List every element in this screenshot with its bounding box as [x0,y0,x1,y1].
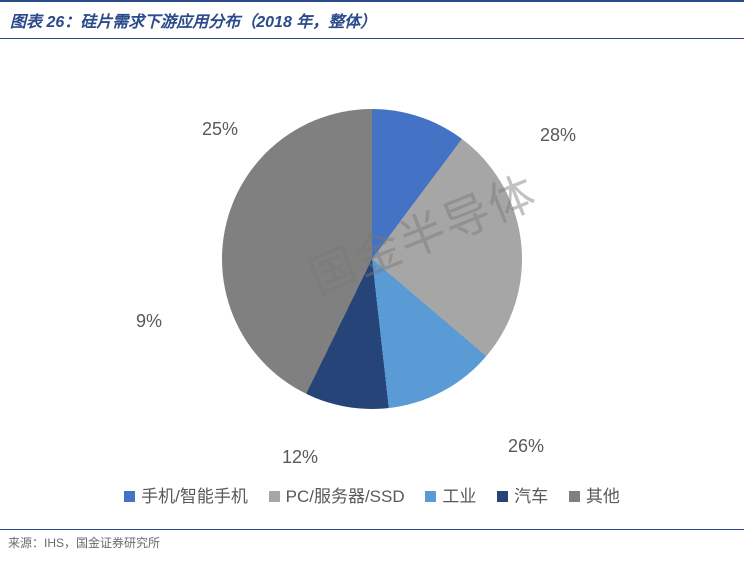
legend: 手机/智能手机 PC/服务器/SSD 工业 汽车 其他 [0,482,744,507]
legend-label-2: 工业 [442,487,476,506]
legend-label-1: PC/服务器/SSD [286,487,405,506]
legend-swatch-1 [269,491,280,502]
legend-label-4: 其他 [586,487,620,506]
legend-label-0: 手机/智能手机 [141,487,248,506]
title-bar: 图表 26：硅片需求下游应用分布（2018 年，整体） [0,0,744,39]
slice-label-2: 12% [282,447,318,468]
slice-label-1: 26% [508,436,544,457]
chart-area: 28% 26% 12% 9% 25% 国金半导体 手机/智能手机 PC/服务器/… [0,39,744,529]
pie-chart [222,109,522,409]
pie-wrap [222,109,522,409]
legend-label-3: 汽车 [514,487,548,506]
slice-label-3: 9% [136,311,162,332]
legend-item-1: PC/服务器/SSD [269,482,405,507]
legend-swatch-0 [124,491,135,502]
legend-swatch-2 [425,491,436,502]
legend-swatch-3 [497,491,508,502]
legend-item-3: 汽车 [497,482,548,507]
legend-item-0: 手机/智能手机 [124,482,248,507]
chart-title: 图表 26：硅片需求下游应用分布（2018 年，整体） [10,8,734,32]
legend-item-4: 其他 [569,482,620,507]
source-footer: 来源：IHS，国金证券研究所 [0,529,744,555]
legend-item-2: 工业 [425,482,476,507]
slice-label-0: 28% [540,125,576,146]
source-text: 来源：IHS，国金证券研究所 [8,536,160,550]
legend-swatch-4 [569,491,580,502]
slice-label-4: 25% [202,119,238,140]
figure-container: 图表 26：硅片需求下游应用分布（2018 年，整体） 28% 26% 12% … [0,0,744,585]
